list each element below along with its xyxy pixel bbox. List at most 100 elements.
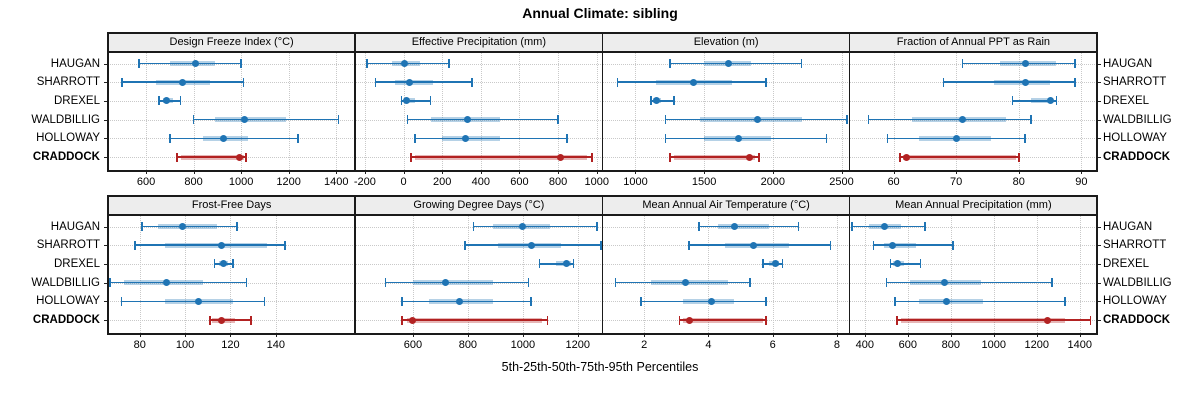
panel-title: Fraction of Annual PPT as Rain xyxy=(896,36,1051,48)
panel-border-vertical xyxy=(354,195,356,334)
iqr-band xyxy=(718,224,770,229)
median-dot xyxy=(409,316,417,324)
row-tick-mark xyxy=(104,63,108,65)
axis-tick-mark xyxy=(772,333,774,337)
iqr-band xyxy=(673,154,755,160)
whisker-cap xyxy=(673,96,675,106)
percentile-whisker xyxy=(943,81,1076,83)
median-dot xyxy=(952,134,960,142)
whisker-cap xyxy=(401,296,403,306)
percentile-whisker xyxy=(135,244,285,246)
axis-tick-label: 400 xyxy=(471,176,490,188)
percentile-whisker xyxy=(159,100,181,102)
gridline-vertical xyxy=(275,214,277,333)
whisker-cap xyxy=(401,315,403,325)
panel-border-vertical xyxy=(848,195,851,334)
whisker-cap xyxy=(800,59,803,68)
gridline-vertical xyxy=(467,214,469,333)
axis-tick-mark xyxy=(412,333,414,337)
station-label: CRADDOCK xyxy=(32,314,100,326)
percentile-whisker xyxy=(669,62,802,65)
whisker-cap xyxy=(1063,296,1066,306)
panel-title: Effective Precipitation (mm) xyxy=(411,36,547,48)
whisker-cap xyxy=(366,59,368,68)
station-label: HOLLOWAY xyxy=(1103,132,1167,145)
axis-tick-mark xyxy=(836,333,838,337)
whisker-cap xyxy=(471,77,473,87)
median-dot xyxy=(519,223,527,230)
panel-border-vertical xyxy=(601,32,603,171)
station-label: HOLLOWAY xyxy=(1103,295,1167,308)
median-dot xyxy=(689,78,697,86)
gridline-vertical xyxy=(185,214,187,333)
gridline-vertical xyxy=(772,51,774,170)
whisker-cap xyxy=(591,152,593,162)
axis-tick-mark xyxy=(185,333,187,337)
percentile-whisker xyxy=(473,225,597,228)
gridline-vertical xyxy=(596,51,598,170)
whisker-cap xyxy=(236,222,239,231)
axis-tick-mark xyxy=(893,170,895,174)
station-label: HAUGAN xyxy=(50,57,100,70)
whisker-cap xyxy=(669,152,671,162)
station-label: CRADDOCK xyxy=(1103,151,1171,163)
whisker-cap xyxy=(121,77,124,87)
whisker-cap xyxy=(762,259,764,269)
median-dot xyxy=(179,78,187,86)
whisker-cap xyxy=(919,259,922,269)
gridline-vertical xyxy=(1036,214,1038,333)
axis-tick-label: 600 xyxy=(403,339,423,351)
median-dot xyxy=(902,153,910,161)
median-dot xyxy=(236,153,244,161)
station-label: WALDBILLIG xyxy=(31,276,100,289)
whisker-cap xyxy=(765,296,768,306)
percentile-whisker xyxy=(899,156,1019,158)
axis-tick-mark xyxy=(480,170,482,174)
whisker-cap xyxy=(527,278,530,288)
whisker-cap xyxy=(899,152,901,162)
station-label: DREXEL xyxy=(53,94,100,107)
whisker-cap xyxy=(765,77,767,87)
percentile-whisker xyxy=(890,263,921,265)
percentile-whisker xyxy=(679,319,767,321)
axis-tick-label: 1000 xyxy=(228,176,254,188)
median-dot xyxy=(527,241,535,249)
whisker-cap xyxy=(245,278,248,288)
percentile-whisker xyxy=(138,62,242,65)
row-tick-mark xyxy=(1097,282,1101,284)
percentile-whisker xyxy=(665,137,827,140)
iqr-band xyxy=(180,154,244,160)
whisker-cap xyxy=(263,296,266,306)
whisker-cap xyxy=(886,133,889,143)
iqr-band xyxy=(214,117,287,123)
axis-tick-label: 1000 xyxy=(623,176,648,188)
median-dot xyxy=(456,297,464,305)
axis-tick-mark xyxy=(336,170,338,174)
gridline-vertical xyxy=(522,214,524,333)
median-dot xyxy=(880,223,888,230)
percentile-whisker xyxy=(641,300,767,303)
median-dot xyxy=(162,97,170,105)
row-tick-mark xyxy=(1097,263,1101,265)
median-dot xyxy=(192,60,200,67)
whisker-cap xyxy=(538,259,541,269)
percentile-whisker xyxy=(1012,100,1057,102)
axis-tick-label: 4 xyxy=(705,339,712,351)
whisker-cap xyxy=(1055,96,1058,106)
iqr-band xyxy=(918,298,984,304)
median-dot xyxy=(772,260,780,268)
station-label: DREXEL xyxy=(1103,94,1150,107)
whisker-cap xyxy=(797,222,800,231)
axis-tick-mark xyxy=(577,333,579,337)
station-label: DREXEL xyxy=(1103,257,1150,270)
row-tick-mark xyxy=(104,320,108,321)
station-label: SHARROTT xyxy=(1103,76,1167,89)
gridline-horizontal xyxy=(355,263,603,265)
axis-tick-mark xyxy=(275,333,277,337)
percentile-whisker xyxy=(385,281,529,284)
panel-title: Mean Annual Precipitation (mm) xyxy=(895,199,1052,211)
whisker-cap xyxy=(410,152,413,162)
percentile-whisker xyxy=(176,156,246,158)
gridline-vertical xyxy=(558,51,560,170)
station-label: HAUGAN xyxy=(1103,57,1153,70)
